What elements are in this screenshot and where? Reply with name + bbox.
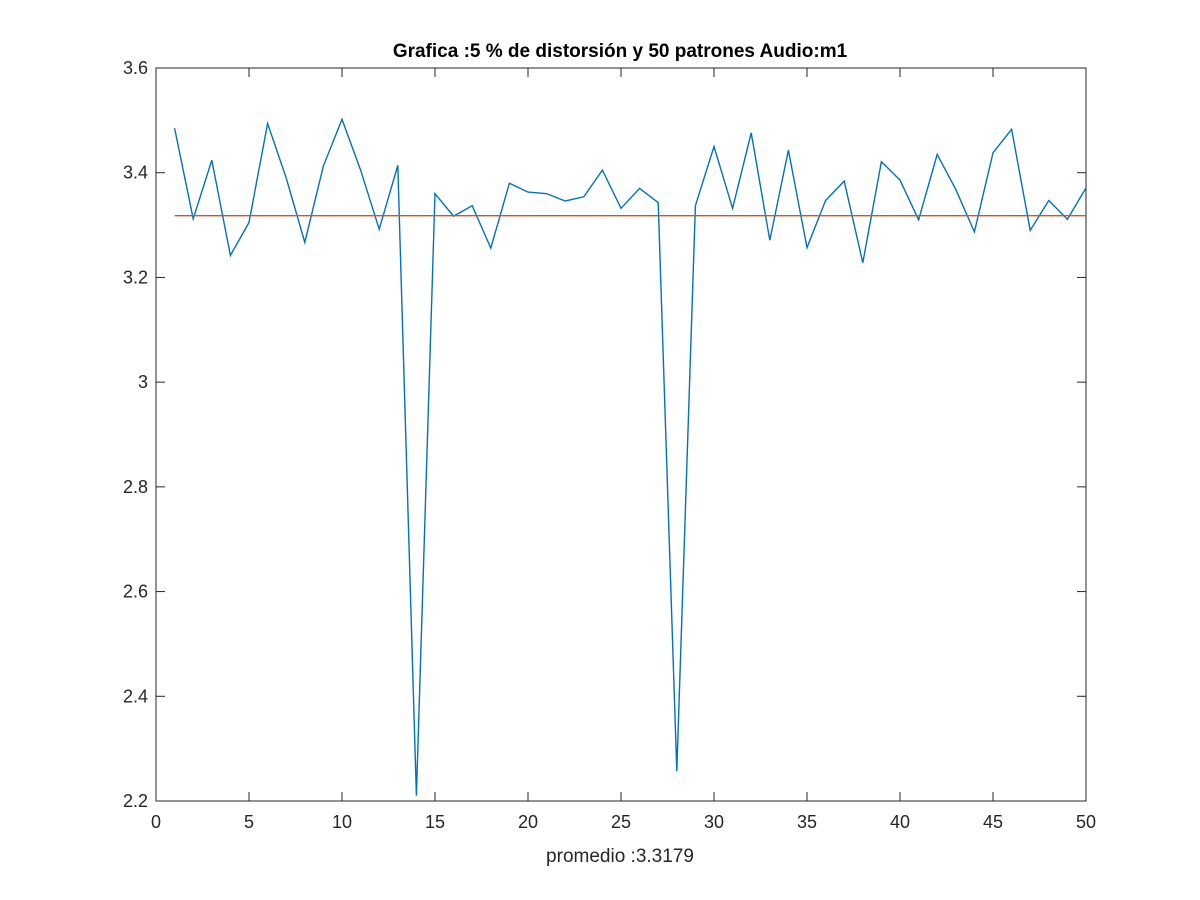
y-tick-label: 3.4 [123, 163, 148, 183]
x-tick-label: 45 [983, 812, 1003, 832]
x-tick-label: 0 [151, 812, 161, 832]
chart-title: Grafica :5 % de distorsión y 50 patrones… [393, 41, 848, 62]
x-tick-label: 50 [1076, 812, 1096, 832]
y-tick-label: 2.8 [123, 477, 148, 497]
x-tick-label: 35 [797, 812, 817, 832]
x-tick-label: 10 [332, 812, 352, 832]
data-series-line [173, 117, 1087, 796]
y-tick-label: 3 [138, 372, 148, 392]
x-axis-label: promedio :3.3179 [546, 846, 694, 867]
plot-area: 0 5 10 15 20 25 30 35 40 45 50 2.2 2.4 2.6 2.8 3 3.2 3.4 3… [123, 58, 1096, 832]
y-tick-label: 3.2 [123, 267, 148, 287]
axes-box [155, 67, 1087, 802]
x-tick-label: 25 [611, 812, 631, 832]
x-tick-label: 30 [704, 812, 724, 832]
x-tick-label: 5 [244, 812, 254, 832]
y-tick-label: 2.4 [123, 686, 148, 706]
x-tick-label: 40 [890, 812, 910, 832]
x-tick-label: 15 [425, 812, 445, 832]
x-tick-label: 20 [518, 812, 538, 832]
y-tick-label: 3.6 [123, 58, 148, 78]
y-tick-label: 2.2 [123, 791, 148, 811]
y-tick-label: 2.6 [123, 582, 148, 602]
